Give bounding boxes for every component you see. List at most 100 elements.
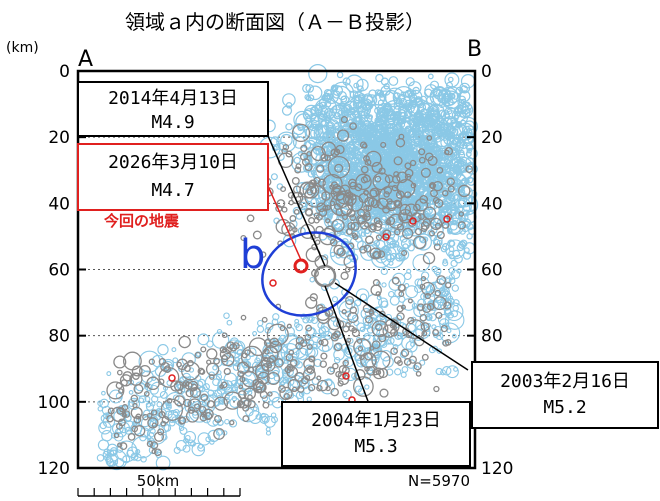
seismic-event-point [113, 355, 127, 369]
leader-line-2003 [334, 282, 469, 371]
seismic-event-point [351, 146, 360, 155]
region-b-label: b [240, 232, 265, 278]
seismic-event-point [269, 340, 283, 354]
seismic-event-point [372, 368, 379, 376]
seismic-event-point [386, 198, 393, 205]
seismic-event-point [335, 193, 350, 208]
seismic-event-point [333, 148, 341, 156]
seismic-event-point [389, 214, 398, 223]
seismic-event-point [413, 186, 419, 192]
chart-title: 領域ａ内の断面図（Ａ－Ｂ投影） [125, 10, 425, 34]
seismic-event-point [316, 384, 323, 392]
seismic-event-point [398, 249, 410, 261]
seismic-event-point [191, 442, 206, 457]
seismic-event-point [318, 98, 328, 108]
seismic-event-point [345, 228, 353, 236]
seismic-event-point [393, 356, 402, 364]
seismic-event-point [315, 197, 327, 209]
seismic-event-point [432, 197, 440, 204]
seismic-event-point [355, 101, 363, 109]
seismic-event-point [333, 348, 345, 361]
seismic-event-point [182, 444, 191, 453]
seismic-event-point [330, 181, 339, 189]
seismic-event-point [293, 156, 301, 164]
seismic-event-point [381, 245, 391, 254]
seismic-event-point [436, 348, 443, 354]
seismic-event-point [271, 366, 280, 376]
seismic-event-point [237, 400, 244, 406]
seismic-event-point [447, 185, 455, 193]
seismic-event-point [316, 202, 327, 213]
seismic-event-point [435, 332, 444, 341]
seismic-event-point [405, 285, 419, 299]
seismic-event-point [314, 123, 322, 131]
event-2004-magnitude: M5.3 [354, 436, 397, 457]
seismic-event-point [447, 76, 454, 83]
seismic-event-point [121, 404, 129, 411]
seismic-event-point [382, 229, 392, 239]
end-label-a: A [78, 47, 93, 72]
seismic-event-point [374, 140, 384, 150]
seismic-event-point [284, 326, 295, 337]
seismic-event-point [162, 402, 170, 410]
seismic-event-point [353, 376, 374, 397]
seismic-event-point [324, 112, 331, 119]
seismic-event-point [428, 230, 436, 237]
seismic-event-point [360, 165, 369, 174]
seismic-event-point [461, 108, 471, 118]
seismic-event-point [451, 219, 458, 226]
seismic-event-point [213, 427, 226, 440]
seismic-event-point [369, 187, 380, 198]
seismic-event-point [381, 282, 387, 288]
seismic-event-point [359, 141, 368, 149]
seismic-event-point [392, 135, 399, 142]
seismic-event-point [200, 393, 209, 402]
seismic-event-point [302, 182, 320, 199]
seismic-event-point [425, 285, 434, 293]
red-event-point [269, 279, 277, 287]
seismic-event-point [208, 374, 215, 380]
seismic-event-point [388, 76, 399, 86]
seismic-event-point [454, 144, 461, 151]
seismic-event-point [422, 251, 436, 265]
seismic-event-point [448, 194, 455, 201]
seismic-event-point [412, 254, 431, 272]
seismic-event-point [320, 338, 329, 347]
seismic-event-point [133, 415, 142, 424]
seismic-event-point [190, 440, 197, 447]
seismic-event-point [443, 301, 452, 310]
seismic-event-point [171, 347, 177, 353]
seismic-event-point [106, 381, 125, 400]
seismic-event-point [254, 357, 261, 364]
seismic-event-point [414, 278, 423, 287]
seismic-event-point [304, 347, 316, 358]
seismic-event-point [382, 324, 396, 338]
seismic-event-point [261, 316, 268, 323]
seismic-event-point [151, 422, 158, 428]
seismic-event-point [148, 358, 155, 365]
seismic-event-point [312, 343, 318, 349]
seismic-event-point [315, 304, 324, 313]
seismic-event-point [225, 346, 233, 354]
seismic-event-point [386, 368, 394, 376]
seismic-event-point [212, 365, 218, 371]
seismic-event-point [280, 343, 300, 363]
seismic-event-point [363, 244, 372, 253]
seismic-event-point [421, 303, 432, 314]
seismic-event-point [457, 151, 466, 159]
seismic-event-point [322, 254, 329, 261]
seismic-event-point [407, 138, 416, 147]
seismic-event-point [189, 387, 201, 399]
seismic-event-point [294, 371, 305, 382]
seismic-event-point [399, 121, 406, 128]
seismic-event-point [374, 90, 398, 114]
seismic-event-point [357, 345, 364, 352]
seismic-event-point [364, 222, 370, 228]
seismic-event-point [363, 155, 370, 163]
seismic-event-point [260, 412, 266, 418]
seismic-event-point [432, 111, 439, 118]
seismic-event-point [462, 218, 472, 228]
seismic-event-point [383, 127, 397, 140]
seismic-event-point [255, 414, 262, 420]
seismic-event-point [427, 301, 436, 310]
